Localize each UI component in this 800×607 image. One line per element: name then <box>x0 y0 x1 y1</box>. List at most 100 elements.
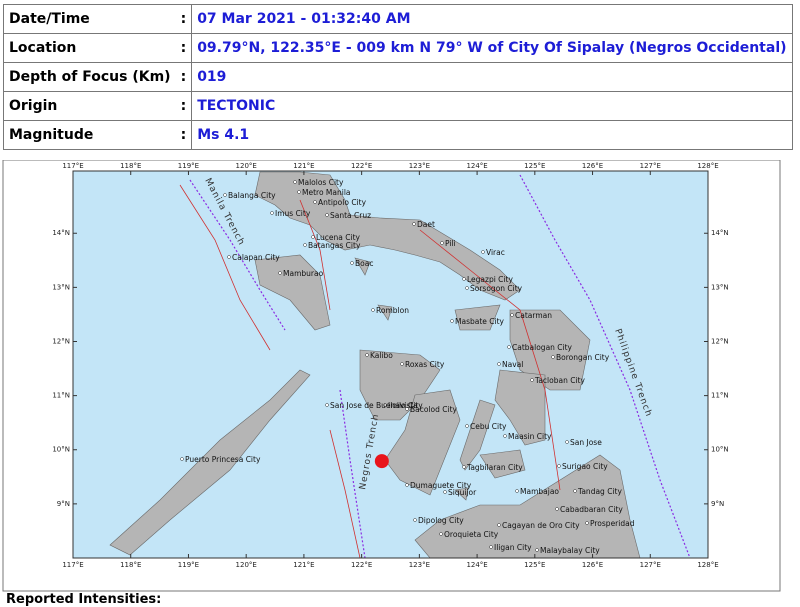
y-tick-label: 10°N <box>711 446 729 454</box>
city-marker <box>405 407 409 411</box>
city-marker <box>311 235 315 239</box>
city-label: Santa Cruz <box>330 211 371 220</box>
y-tick-label: 12°N <box>52 337 70 345</box>
x-tick-label: 125°E <box>524 561 545 569</box>
city-label: Cagayan de Oro City <box>502 521 580 530</box>
city-marker <box>462 277 466 281</box>
row-label: Depth of Focus (Km) <box>2 62 176 92</box>
x-tick-label: 118°E <box>120 162 141 170</box>
x-tick-label: 127°E <box>640 561 661 569</box>
city-marker <box>450 319 454 323</box>
table-row: Date/Time:07 Mar 2021 - 01:32:40 AM <box>2 4 793 34</box>
x-tick-label: 117°E <box>62 162 83 170</box>
x-tick-label: 127°E <box>640 162 661 170</box>
x-tick-label: 124°E <box>466 162 487 170</box>
x-tick-label: 122°E <box>351 162 372 170</box>
city-label: Prosperidad <box>590 519 635 528</box>
city-label: Tandag City <box>577 487 622 496</box>
city-marker <box>507 345 511 349</box>
row-separator: : <box>175 33 193 63</box>
city-label: Malaybalay City <box>540 546 600 555</box>
city-marker <box>530 378 534 382</box>
x-tick-label: 123°E <box>409 162 430 170</box>
city-marker <box>481 250 485 254</box>
city-label: Siquijor <box>448 488 477 497</box>
city-marker <box>573 489 577 493</box>
city-marker <box>325 213 329 217</box>
city-label: Masbate City <box>455 317 505 326</box>
y-tick-label: 14°N <box>52 229 70 237</box>
faults <box>179 184 561 559</box>
info-table: Date/Time:07 Mar 2021 - 01:32:40 AM Locat… <box>2 4 793 150</box>
land <box>109 171 641 559</box>
row-separator: : <box>175 4 193 34</box>
city-label: Cabadbaran City <box>560 505 623 514</box>
city-marker <box>510 313 514 317</box>
x-tick-label: 125°E <box>524 162 545 170</box>
city-marker <box>223 193 227 197</box>
table-row: Magnitude: Ms 4.1 <box>2 120 793 150</box>
y-tick-label: 12°N <box>711 337 729 345</box>
city-marker <box>270 211 274 215</box>
row-separator: : <box>175 91 193 121</box>
map-frame <box>72 170 709 559</box>
city-label: Virac <box>486 248 505 257</box>
x-tick-label: 120°E <box>236 162 257 170</box>
city-label: Puerto Princesa City <box>185 455 261 464</box>
table-row: Origin: TECTONIC <box>2 91 793 121</box>
x-tick-label: 126°E <box>582 561 603 569</box>
y-tick-label: 9°N <box>57 500 70 508</box>
epicenter <box>374 454 389 469</box>
y-tick-label: 13°N <box>711 283 729 291</box>
city-label: San Jose de Buenavista <box>330 401 418 410</box>
city-label: Maasin City <box>508 432 552 441</box>
city-marker <box>365 353 369 357</box>
y-tick-label: 14°N <box>711 229 729 237</box>
city-label: Kalibo <box>370 351 393 360</box>
x-tick-label: 122°E <box>351 561 372 569</box>
city-marker <box>535 548 539 552</box>
city-marker <box>371 308 375 312</box>
city-label: Dipolog City <box>418 516 464 525</box>
city-marker <box>180 457 184 461</box>
city-marker <box>565 440 569 444</box>
city-marker <box>465 286 469 290</box>
row-value: 09.79°N, 122.35°E - 009 km N 79° W of Ci… <box>191 33 793 63</box>
row-label: Location <box>2 33 176 63</box>
city-marker <box>350 261 354 265</box>
city-label: Tacloban City <box>534 376 585 385</box>
city-marker <box>293 180 297 184</box>
city-label: Catbalogan City <box>512 343 573 352</box>
city-label: Sorsogon City <box>470 284 523 293</box>
row-value: Ms 4.1 <box>191 120 793 150</box>
city-label: Daet <box>417 220 435 229</box>
map: 117°E 117°E 118°E 118°E 119°E 119°E 120°E 120°E… <box>2 160 781 592</box>
city-label: Metro Manila <box>302 188 351 197</box>
city-marker <box>557 464 561 468</box>
city-label: Cebu City <box>470 422 507 431</box>
x-tick-label: 123°E <box>409 561 430 569</box>
city-marker <box>405 483 409 487</box>
x-tick-label: 120°E <box>236 561 257 569</box>
city-marker <box>551 355 555 359</box>
x-tick-label: 119°E <box>178 162 199 170</box>
city-marker <box>383 403 387 407</box>
city-marker <box>278 271 282 275</box>
city-marker <box>303 243 307 247</box>
city-label: Balanga City <box>228 191 276 200</box>
city-label: Romblon <box>376 306 409 315</box>
y-tick-label: 9°N <box>711 500 724 508</box>
city-label: Surigao City <box>562 462 608 471</box>
city-label: Bacolod City <box>410 405 458 414</box>
trench-lines <box>189 174 691 559</box>
row-label: Date/Time <box>2 4 176 34</box>
table-row: Location:09.79°N, 122.35°E - 009 km N 79… <box>2 33 793 63</box>
city-label: Tagbilaran City <box>466 463 523 472</box>
city-marker <box>412 222 416 226</box>
city-label: Imus City <box>275 209 311 218</box>
city-marker <box>413 518 417 522</box>
x-tick-label: 118°E <box>120 561 141 569</box>
city-label: Iloilo City <box>388 401 423 410</box>
city-marker <box>297 190 301 194</box>
